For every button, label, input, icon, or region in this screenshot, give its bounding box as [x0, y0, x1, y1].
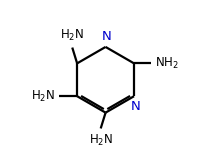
Text: H$_2$N: H$_2$N: [89, 133, 113, 148]
Text: NH$_2$: NH$_2$: [155, 56, 179, 71]
Text: H$_2$N: H$_2$N: [60, 28, 84, 43]
Text: N: N: [102, 30, 112, 43]
Text: H$_2$N: H$_2$N: [31, 89, 55, 104]
Text: N: N: [130, 100, 140, 113]
